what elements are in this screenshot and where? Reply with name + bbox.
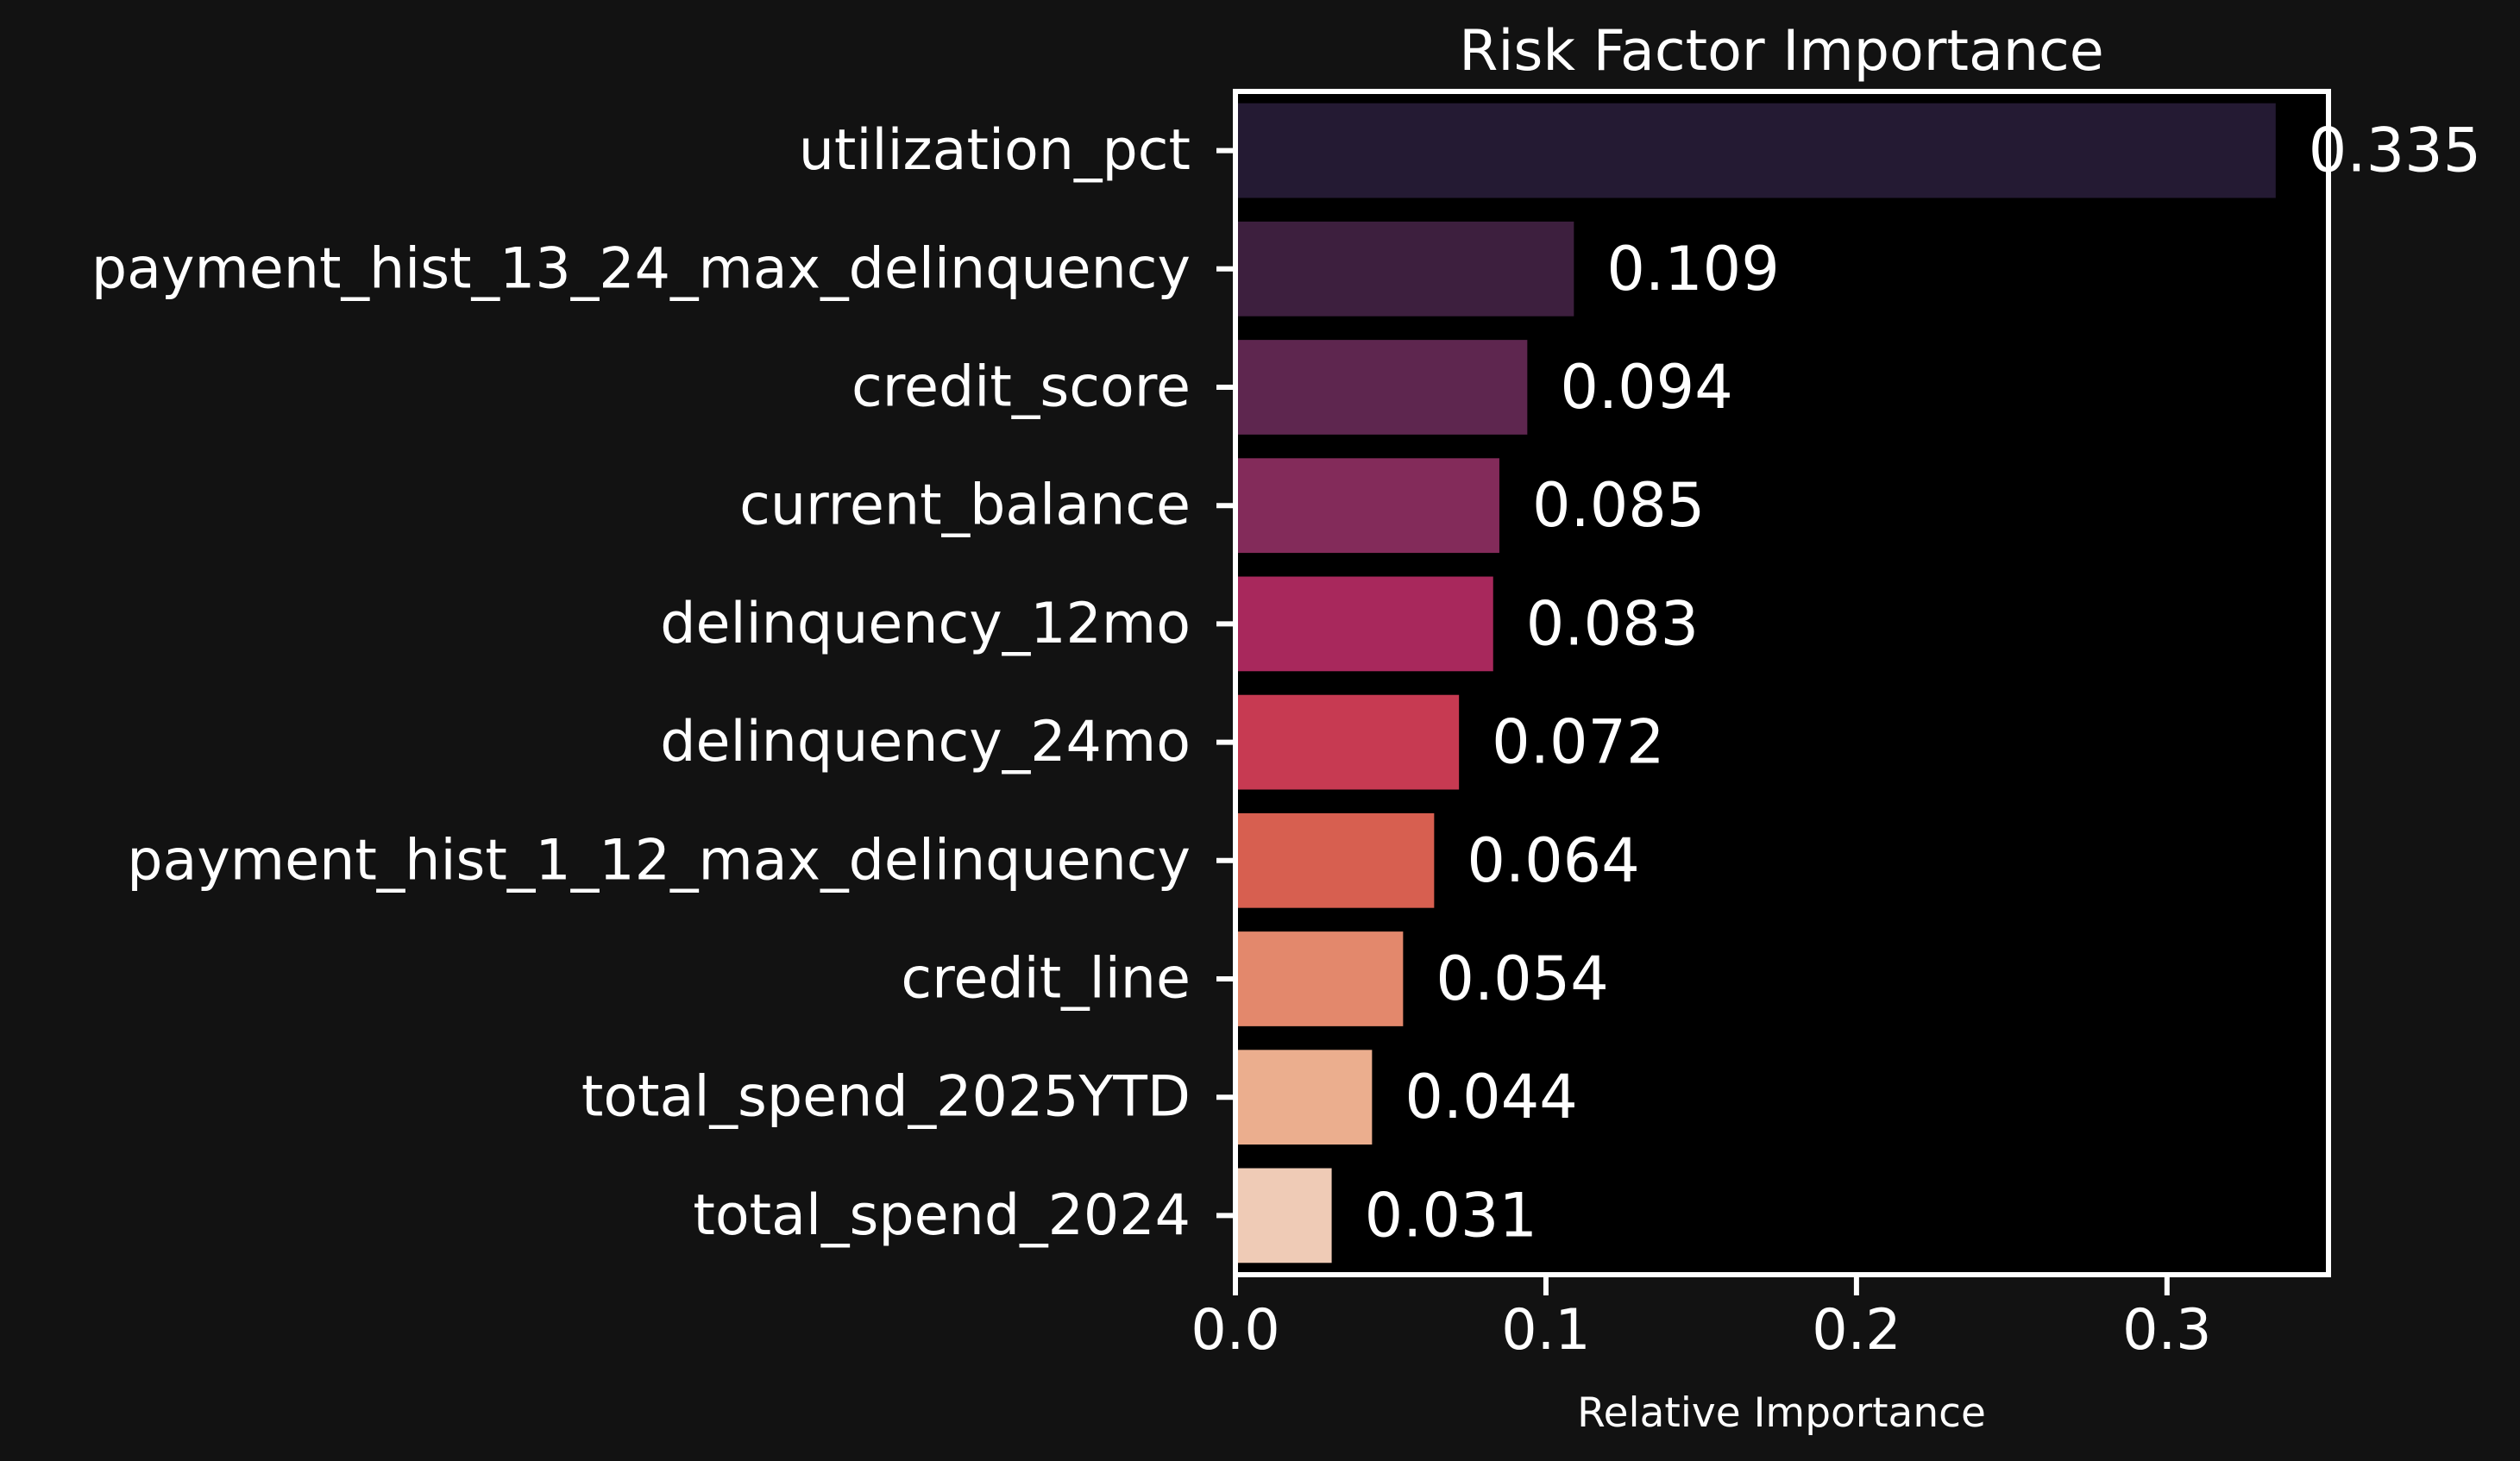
y-tick-label: utilization_pct [799,118,1191,183]
bar-total-spend-2024 [1238,1168,1332,1263]
bar-current-balance [1238,458,1499,554]
bar-value-labels: 0.335 0.109 0.094 0.085 0.083 0.072 0.064 0.054… [1365,116,2482,1251]
bars-layer [1238,103,2276,1263]
bar-value-label: 0.083 [1526,588,1699,659]
chart-title: Risk Factor Importance [1459,19,2104,84]
bar-credit-score [1238,340,1528,435]
y-tick-label: payment_hist_13_24_max_delinquency [91,236,1191,301]
plot-frame [1233,89,2331,1277]
x-axis-ticks: 0.0 0.1 0.2 0.3 [1191,1277,2212,1363]
y-tick-label: payment_hist_1_12_max_delinquency [127,828,1191,893]
y-tick-label: total_spend_2025YTD [581,1065,1191,1130]
bar-value-label: 0.072 [1492,707,1664,778]
y-tick-label: delinquency_24mo [660,710,1191,774]
bar-credit-line [1238,931,1404,1026]
x-tick-label: 0.2 [1812,1298,1901,1363]
bar-payment-hist-13-24-max-delinquency [1238,221,1574,317]
y-tick-label: credit_score [852,355,1191,420]
x-axis-label: Relative Importance [1577,1389,1986,1437]
bar-value-label: 0.054 [1436,944,1608,1014]
bar-value-label: 0.109 [1606,234,1779,304]
y-tick-label: current_balance [739,473,1191,538]
bar-payment-hist-1-12-max-delinquency [1238,812,1435,908]
y-axis-ticks: utilization_pct payment_hist_13_24_max_de… [91,118,1233,1248]
bar-value-label: 0.044 [1405,1062,1577,1132]
bar-value-label: 0.064 [1467,825,1639,896]
bar-delinquency-24mo [1238,694,1460,790]
bar-value-label: 0.094 [1560,352,1732,423]
y-tick-label: credit_line [901,947,1191,1012]
x-tick-label: 0.3 [2122,1298,2211,1363]
bar-value-label: 0.031 [1365,1180,1537,1251]
bar-value-label: 0.335 [2309,116,2481,186]
y-tick-label: delinquency_12mo [660,592,1191,656]
bar-delinquency-12mo [1238,576,1493,672]
y-tick-label: total_spend_2024 [693,1183,1191,1248]
x-tick-label: 0.1 [1501,1298,1590,1363]
bar-value-label: 0.085 [1532,470,1705,541]
x-tick-label: 0.0 [1191,1298,1279,1363]
bar-total-spend-2025ytd [1238,1050,1373,1145]
bar-utilization-pct [1238,103,2276,198]
